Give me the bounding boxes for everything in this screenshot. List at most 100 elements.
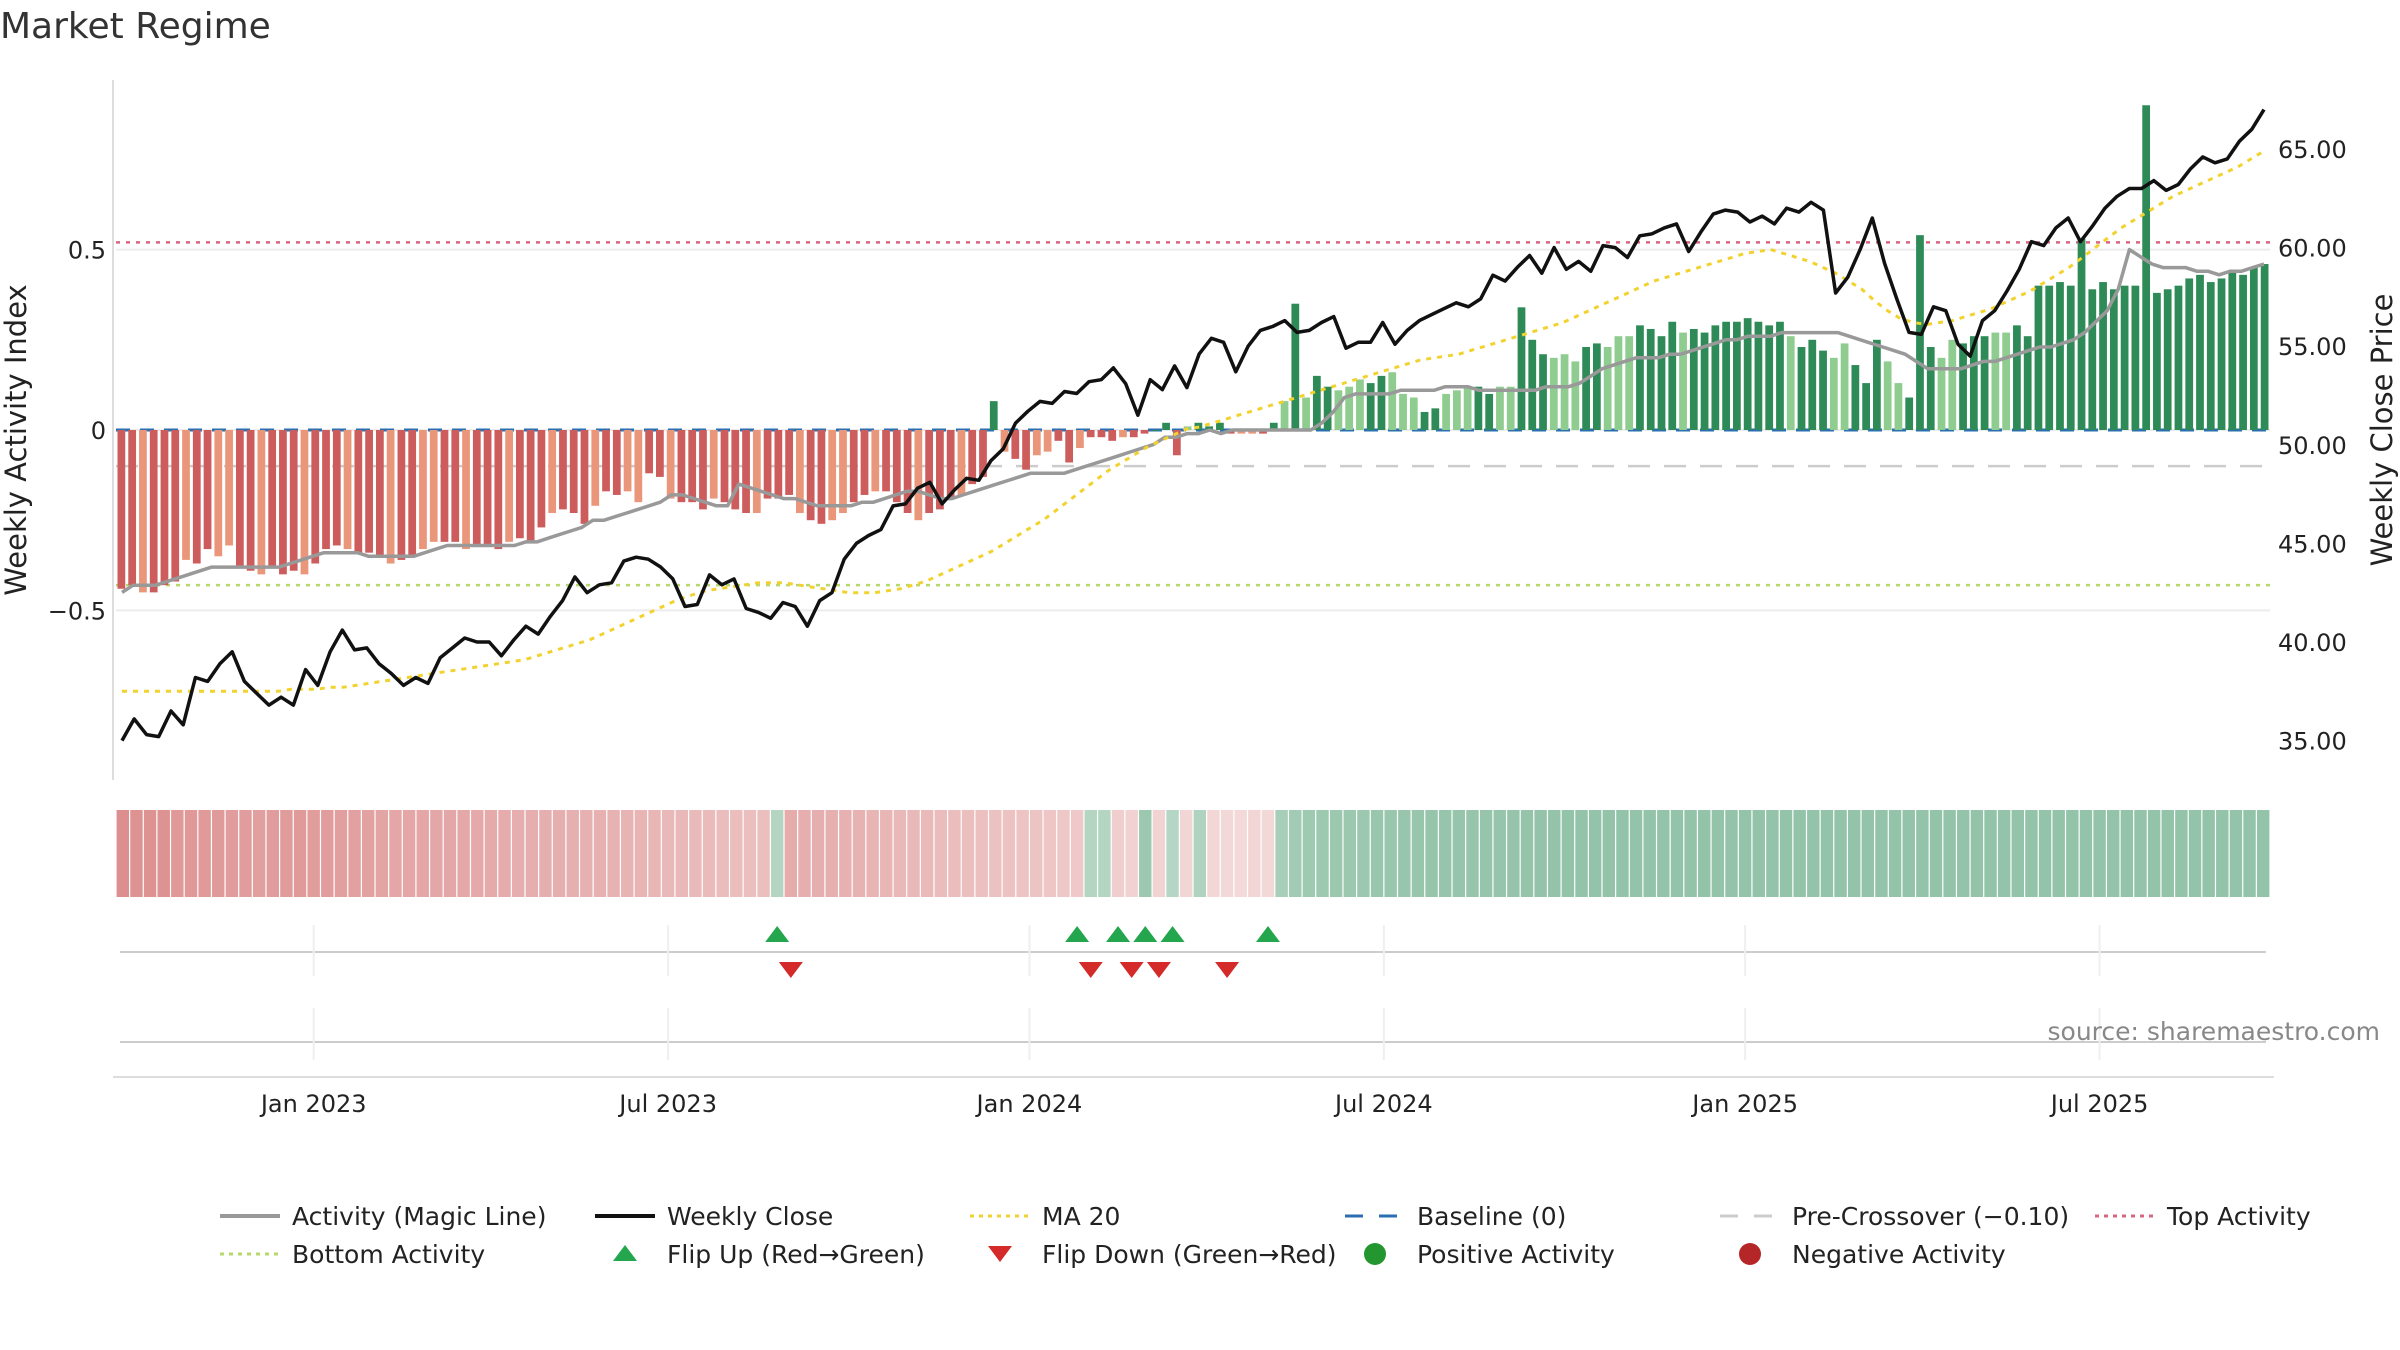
activity-bar: [634, 430, 643, 503]
x-tick-label: Jul 2025: [2049, 1090, 2149, 1118]
regime-cell: [593, 810, 607, 897]
legend-item: Flip Down (Green→Red): [988, 1240, 1337, 1269]
activity-bar: [1862, 383, 1871, 430]
activity-bar: [257, 430, 266, 575]
activity-bar: [483, 430, 492, 546]
activity-bar: [645, 430, 653, 474]
regime-cell: [2052, 810, 2065, 897]
activity-bar: [1797, 347, 1806, 430]
chart-title: Market Regime: [0, 6, 271, 47]
regime-cell: [2147, 810, 2161, 897]
regime-cell: [1929, 810, 1943, 897]
activity-bar: [2217, 278, 2226, 430]
activity-bar: [214, 430, 223, 557]
activity-bar: [1377, 375, 1386, 430]
regime-cell: [1725, 810, 1738, 897]
regime-cell: [1425, 810, 1438, 897]
activity-bar: [1388, 372, 1397, 430]
activity-bar: [989, 401, 998, 430]
flip-up-marker: [1160, 926, 1185, 942]
legend-item: MA 20: [970, 1202, 1120, 1231]
regime-cell: [1411, 810, 1425, 897]
activity-bar: [2002, 332, 2011, 430]
activity-bar: [1043, 430, 1052, 452]
regime-cell: [1316, 810, 1329, 897]
regime-strip: [116, 810, 2270, 897]
activity-bar: [903, 430, 912, 513]
activity-bar: [1140, 430, 1149, 434]
regime-cell: [1643, 810, 1656, 897]
activity-bar: [268, 430, 277, 568]
activity-bar: [343, 430, 352, 550]
activity-bar: [1011, 430, 1020, 459]
regime-cell: [1711, 810, 1725, 897]
regime-cell: [484, 810, 498, 897]
regime-cell: [1179, 810, 1193, 897]
regime-cell: [2066, 810, 2079, 897]
activity-bar: [2142, 105, 2151, 431]
activity-bar: [796, 430, 804, 513]
regime-cell: [2038, 810, 2052, 897]
activity-bar: [2153, 292, 2161, 430]
regime-cell: [348, 810, 361, 897]
regime-cell: [1943, 810, 1956, 897]
activity-bar: [699, 430, 707, 510]
activity-bar: [171, 430, 180, 582]
regime-cell: [1916, 810, 1929, 897]
activity-bar: [149, 430, 158, 593]
activity-bar: [1711, 325, 1720, 430]
regime-cell: [1698, 810, 1711, 897]
regime-cell: [157, 810, 170, 897]
activity-bar: [1496, 386, 1504, 430]
regime-cell: [634, 810, 648, 897]
regime-cell: [784, 810, 798, 897]
flip-up-marker: [1255, 926, 1280, 942]
flip-up-marker: [1133, 926, 1158, 942]
activity-bar: [677, 430, 686, 503]
activity-bar: [731, 430, 740, 510]
activity-bar: [505, 430, 513, 542]
x-tick-label: Jan 2023: [259, 1090, 367, 1118]
regime-cell: [321, 810, 334, 897]
flip-up-marker: [1106, 926, 1131, 942]
regime-cell: [457, 810, 470, 897]
activity-bar: [526, 430, 535, 542]
flip-down-marker: [1215, 962, 1240, 978]
activity-bar: [1851, 365, 1860, 430]
legend-item: Negative Activity: [1739, 1240, 2006, 1269]
regime-cell: [1875, 810, 1888, 897]
activity-bar: [1399, 393, 1407, 430]
activity-bar: [1829, 357, 1838, 430]
regime-cell: [648, 810, 661, 897]
regime-cell: [1302, 810, 1316, 897]
legend-label: Bottom Activity: [292, 1240, 485, 1269]
activity-bar: [1302, 397, 1310, 430]
activity-bar: [1937, 357, 1946, 430]
activity-bar: [2196, 274, 2204, 430]
activity-bar: [375, 430, 384, 557]
activity-bar: [1172, 430, 1181, 456]
y-left-axis-label: Weekly Activity Index: [0, 284, 33, 595]
activity-bar: [2056, 282, 2064, 430]
activity-bar: [1205, 426, 1214, 430]
regime-cell: [2107, 810, 2120, 897]
regime-cell: [1125, 810, 1138, 897]
activity-bar: [968, 430, 977, 485]
activity-bar: [2013, 325, 2021, 430]
y-left-tick-label: −0.5: [48, 597, 106, 625]
regime-cell: [866, 810, 879, 897]
activity-bar: [612, 430, 621, 495]
regime-cell: [402, 810, 416, 897]
legend-swatch: [613, 1245, 637, 1261]
legend-item: Top Activity: [2095, 1202, 2311, 1231]
activity-bar: [892, 430, 901, 503]
regime-cell: [1166, 810, 1179, 897]
activity-bar: [882, 430, 890, 492]
y-right-tick-label: 60.00: [2278, 235, 2347, 263]
activity-bar: [1969, 336, 1978, 430]
legend-swatch: [1739, 1243, 1761, 1265]
regime-cell: [1261, 810, 1275, 897]
regime-cell: [1970, 810, 1984, 897]
activity-bar: [429, 430, 438, 542]
regime-cell: [580, 810, 593, 897]
